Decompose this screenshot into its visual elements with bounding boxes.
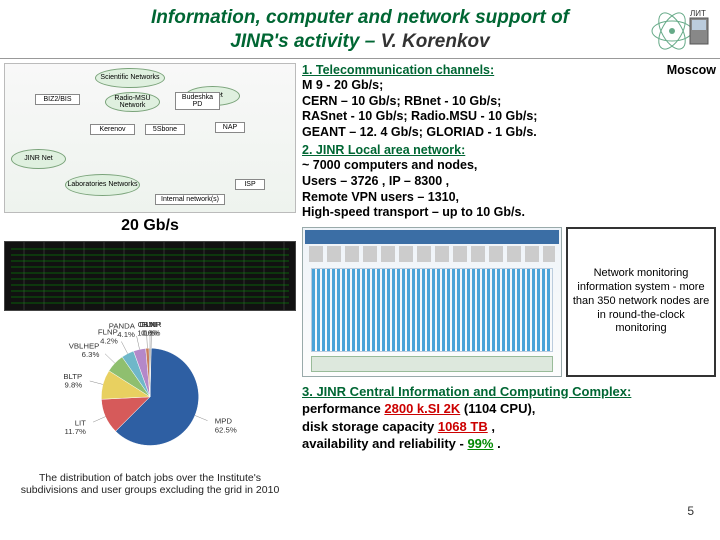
s2l0: ~ 7000 computers and nodes,: [302, 158, 477, 172]
s2l1: Users – 3726 , IP – 8300 ,: [302, 174, 449, 188]
section3-title: 3. JINR Central Information and Computin…: [302, 384, 631, 399]
pie-chart: MPD62.5%LIT11.7%BLTP9.8%VBLHEP6.3%FLNP4.…: [4, 311, 296, 471]
avail-tail: .: [493, 436, 500, 451]
s1l2: RASnet - 10 Gb/s; Radio.MSU - 10 Gb/s;: [302, 109, 537, 123]
pie-label-mpd: MPD62.5%: [215, 416, 237, 434]
monitoring-row: Network monitoring information system - …: [302, 227, 716, 377]
right-column: 1. Telecommunication channels: Moscow M …: [300, 59, 718, 539]
cloud-labs: Laboratories Networks: [65, 174, 140, 196]
section2-title: 2. JINR Local area network:: [302, 143, 465, 157]
perf-label: performance: [302, 401, 384, 416]
node-isp: ISP: [235, 179, 265, 190]
logo-text: ЛИТ: [690, 9, 706, 18]
page-number: 5: [687, 504, 694, 518]
author-name: V. Korenkov: [381, 31, 490, 52]
perf-value: 2800 k.SI 2K: [384, 401, 460, 416]
title-line1: Information, computer and network suppor…: [151, 7, 569, 28]
left-column: Scientific Networks Radio-MSU Network RB…: [0, 59, 300, 539]
slide-header: Information, computer and network suppor…: [0, 0, 720, 59]
node-kerenov: Kerenov: [90, 124, 135, 135]
title-line2-prefix: JINR's activity –: [230, 31, 380, 52]
monitoring-note-text: Network monitoring information system - …: [572, 267, 710, 336]
disk-label: disk storage capacity: [302, 419, 438, 434]
disk-value: 1068 TB: [438, 419, 488, 434]
node-internal: Internal network(s): [155, 194, 225, 205]
node-nap: NAP: [215, 122, 245, 133]
page-title: Information, computer and network suppor…: [10, 6, 710, 54]
s1l0: M 9 - 20 Gb/s;: [302, 78, 383, 92]
monitoring-screenshot: [302, 227, 562, 377]
avail-value: 99%: [467, 436, 493, 451]
node-bud: Budeshka PD: [175, 92, 220, 110]
section-1: 1. Telecommunication channels: Moscow M …: [302, 63, 716, 141]
pie-label-flnr: FLNR0.1%: [141, 319, 162, 337]
pie-caption: The distribution of batch jobs over the …: [4, 471, 296, 498]
disk-tail: ,: [488, 419, 495, 434]
network-diagram: Scientific Networks Radio-MSU Network RB…: [4, 63, 296, 213]
s1l3: GEANT – 12. 4 Gb/s; GLORIAD - 1 Gb/s.: [302, 125, 537, 139]
monitoring-note: Network monitoring information system - …: [566, 227, 716, 377]
pie-label-vblhep: VBLHEP6.3%: [69, 341, 100, 359]
s2l3: High-speed transport – up to 10 Gb/s.: [302, 205, 525, 219]
cloud-jinrnet: JINR Net: [11, 149, 66, 169]
lit-logo: ЛИТ: [650, 6, 710, 56]
section-2: 2. JINR Local area network: ~ 7000 compu…: [302, 143, 716, 221]
s2l2: Remote VPN users – 1310,: [302, 190, 459, 204]
perf-tail: (1104 CPU),: [460, 401, 535, 416]
avail-label: availability and reliability -: [302, 436, 467, 451]
section1-title: 1. Telecommunication channels:: [302, 63, 494, 77]
cloud-radiomsu: Radio-MSU Network: [105, 92, 160, 112]
node-5sbone: 5Sbone: [145, 124, 185, 135]
server-rack-photo: [4, 241, 296, 311]
pie-label-lit: LIT11.7%: [64, 418, 86, 436]
cloud-scientific: Scientific Networks: [95, 68, 165, 88]
speed-label: 20 Gb/s: [4, 217, 296, 235]
section-3: 3. JINR Central Information and Computin…: [302, 383, 716, 453]
section1-location: Moscow: [667, 63, 716, 79]
s1l1: CERN – 10 Gb/s; RBnet - 10 Gb/s;: [302, 94, 501, 108]
node-biz: BIZ2/BIS: [35, 94, 80, 105]
pie-label-bltp: BLTP9.8%: [63, 371, 82, 389]
main-content: Scientific Networks Radio-MSU Network RB…: [0, 59, 720, 539]
